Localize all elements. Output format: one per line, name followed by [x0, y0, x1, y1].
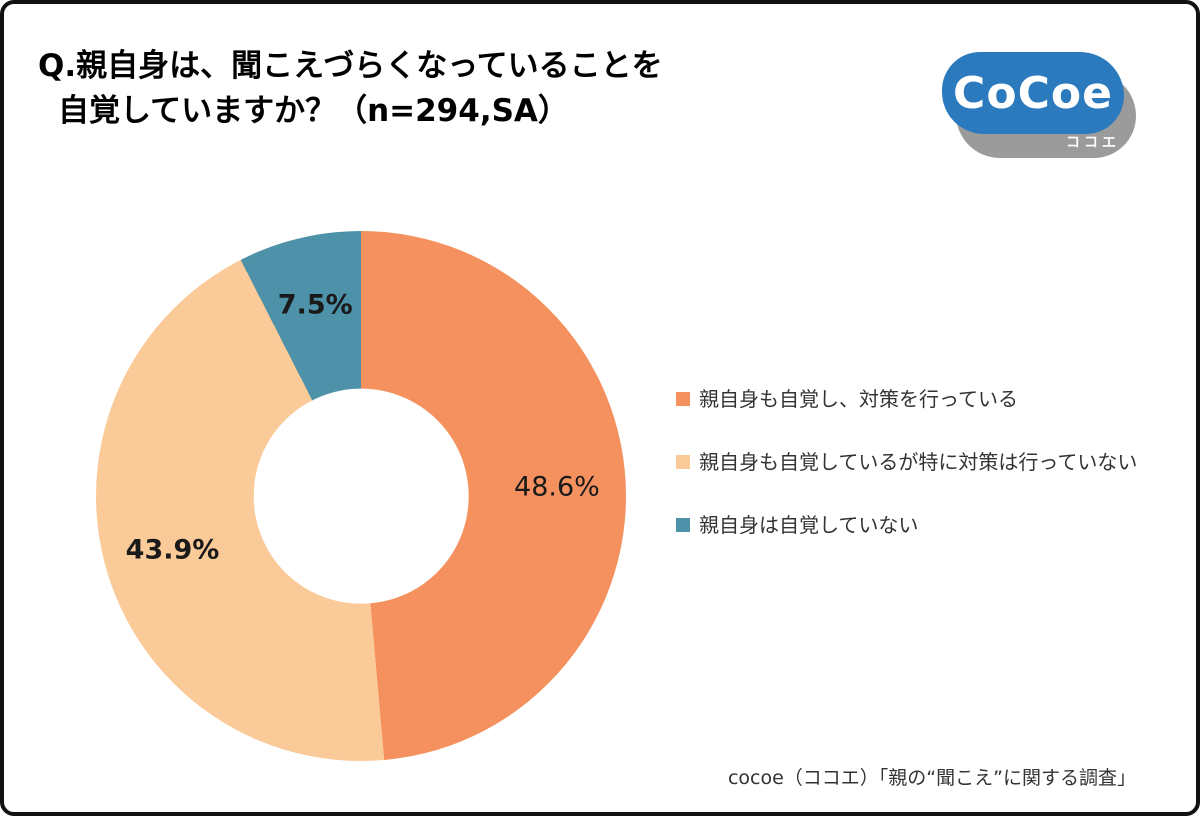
- legend-swatch: [676, 518, 690, 532]
- slice-label: 43.9%: [125, 534, 220, 566]
- slice-label: 48.6%: [514, 471, 600, 503]
- page-title: Q.親自身は、聞こえづらくなっていることを 自覚していますか？（n=294,SA…: [38, 44, 663, 134]
- legend-swatch: [676, 392, 690, 406]
- title-line-1: Q.親自身は、聞こえづらくなっていることを: [38, 48, 663, 84]
- legend-label: 親自身も自覚しているが特に対策は行っていない: [699, 450, 1138, 474]
- logo-subtext: ココエ: [1066, 135, 1120, 151]
- cocoe-logo: ココエ CoCoe: [942, 52, 1138, 170]
- legend-label: 親自身は自覚していない: [699, 513, 919, 537]
- legend-item: 親自身は自覚していない: [676, 512, 1137, 538]
- legend-label: 親自身も自覚し、対策を行っている: [699, 387, 1018, 411]
- logo-main-shape: CoCoe: [942, 52, 1124, 134]
- donut-chart: 48.6% 43.9% 7.5%: [96, 231, 626, 761]
- slice-label: 7.5%: [277, 289, 353, 321]
- source-note: cocoe（ココエ）「親の“聞こえ”に関する調査」: [727, 767, 1136, 789]
- legend-swatch: [676, 455, 690, 469]
- title-line-2: 自覚していますか？（n=294,SA）: [58, 92, 569, 129]
- donut-hole: [253, 388, 469, 604]
- logo-text: CoCoe: [953, 67, 1113, 119]
- legend-item: 親自身も自覚し、対策を行っている: [676, 386, 1137, 412]
- legend-item: 親自身も自覚しているが特に対策は行っていない: [676, 449, 1137, 475]
- chart-legend: 親自身も自覚し、対策を行っている親自身も自覚しているが特に対策は行っていない 親自…: [676, 386, 1137, 538]
